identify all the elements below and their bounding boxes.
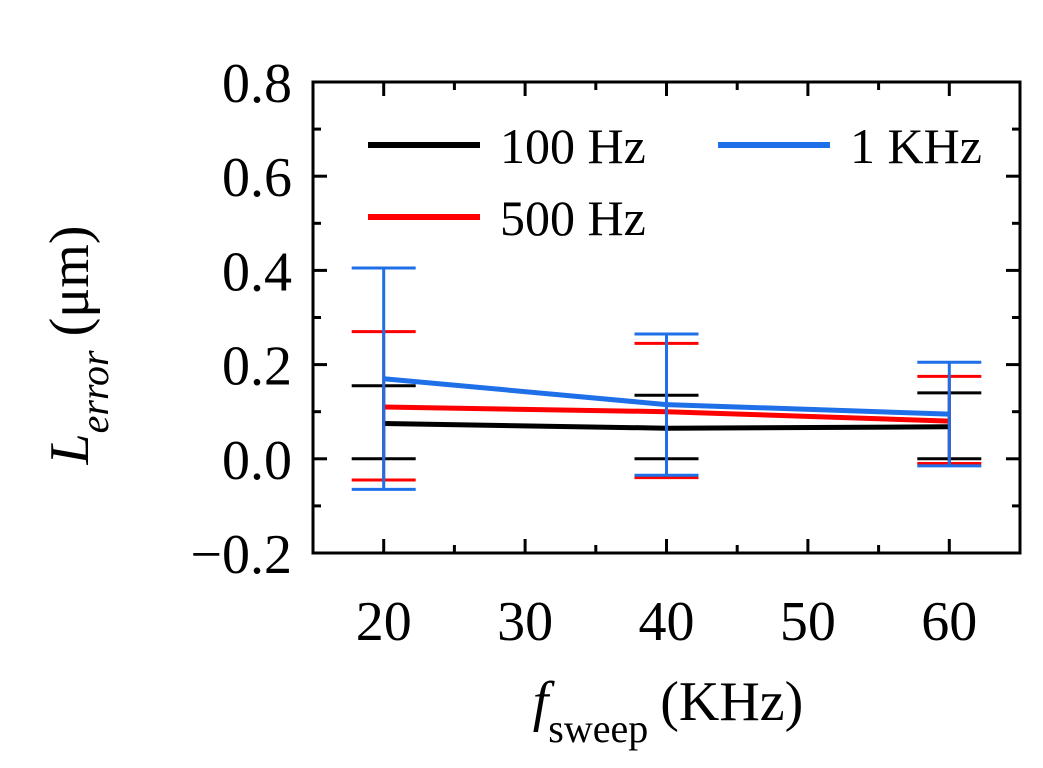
y-axis-title-main: L <box>39 433 101 465</box>
y-axis-title-unit: (μm) <box>39 225 101 336</box>
x-tick-label: 40 <box>639 591 695 653</box>
plot-area <box>351 266 982 491</box>
y-axis-title: Lerror (μm) <box>39 225 117 465</box>
y-axis-title-subscript: error <box>72 350 117 433</box>
tick-labels: −0.2 0.0 0.2 0.4 0.6 0.8 20 30 40 50 60 <box>190 53 977 653</box>
legend-label-1-khz: 1 KHz <box>850 118 982 174</box>
y-tick-label: −0.2 <box>190 524 292 586</box>
legend-label-100-hz: 100 Hz <box>500 118 646 174</box>
x-tick-label: 60 <box>921 591 977 653</box>
x-tick-label: 50 <box>780 591 836 653</box>
legend: 100 Hz 500 Hz 1 KHz <box>368 118 982 246</box>
y-tick-label: 0.6 <box>222 147 292 209</box>
y-tick-label: 0.0 <box>222 430 292 492</box>
x-axis-title: fsweep (KHz) <box>533 671 804 751</box>
y-tick-label: 0.2 <box>222 336 292 398</box>
x-tick-label: 30 <box>497 591 553 653</box>
axis-ticks <box>313 80 1020 555</box>
x-axis-title-unit: (KHz) <box>660 671 803 733</box>
y-tick-label: 0.8 <box>222 53 292 115</box>
legend-label-500-hz: 500 Hz <box>500 190 646 246</box>
x-axis-title-subscript: sweep <box>548 706 648 751</box>
x-tick-label: 20 <box>356 591 412 653</box>
y-tick-label: 0.4 <box>222 241 292 303</box>
